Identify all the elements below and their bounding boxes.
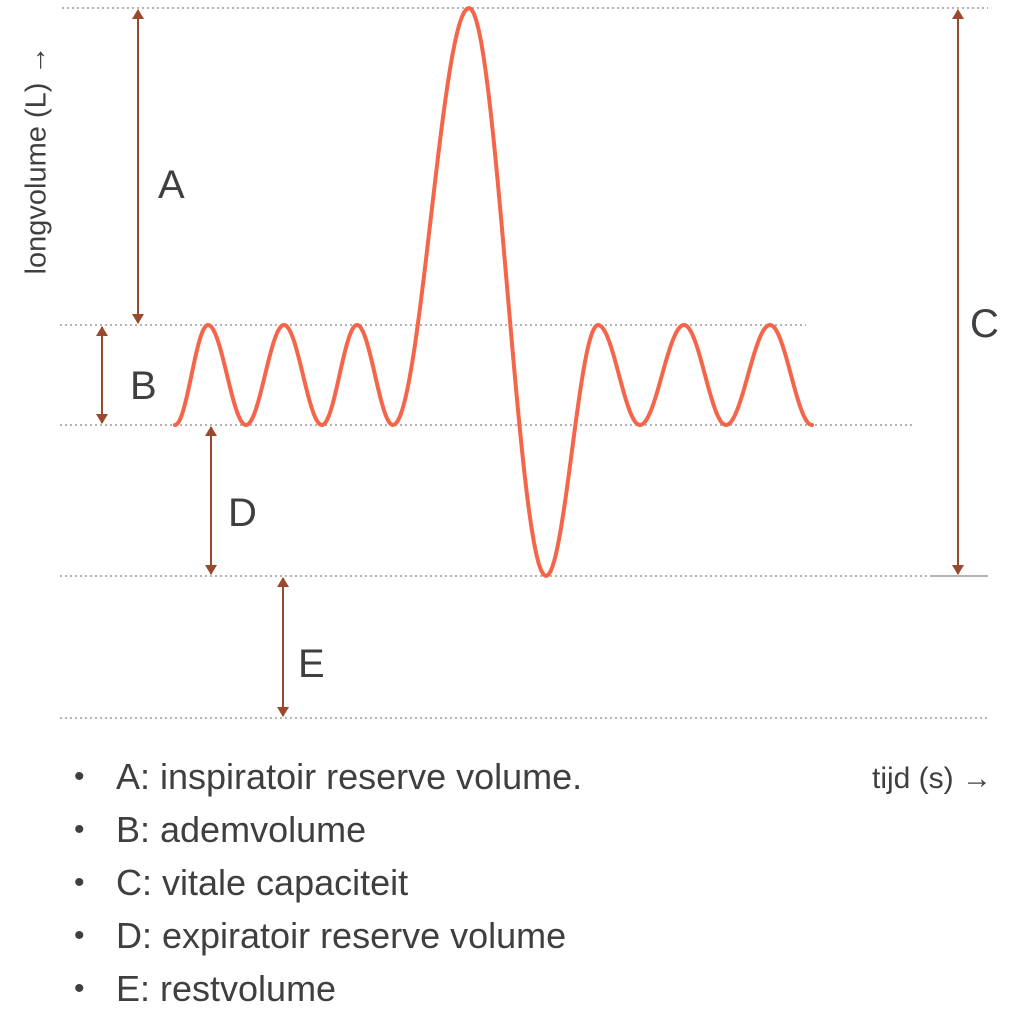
label-b: B: [130, 364, 157, 408]
legend-item: • D: expiratoir reserve volume: [70, 909, 582, 962]
bullet-icon: •: [74, 866, 85, 899]
bullet-icon: •: [74, 813, 85, 846]
bullet-icon: •: [74, 760, 85, 793]
legend-item-label: C: vitale capaciteit: [116, 862, 409, 903]
legend-item-label: D: expiratoir reserve volume: [116, 915, 567, 956]
spirogram-diagram: A B C D E: [60, 6, 999, 719]
lung-volume-curve: [173, 6, 814, 578]
label-a: A: [158, 163, 185, 207]
legend-item-label: B: ademvolume: [116, 809, 367, 850]
legend-item: • C: vitale capaciteit: [70, 856, 582, 909]
bullet-icon: •: [74, 919, 85, 952]
legend-item-label: E: restvolume: [116, 968, 337, 1009]
label-c: C: [970, 302, 999, 346]
legend-item: • A: inspiratoir reserve volume.: [70, 750, 582, 803]
label-d: D: [228, 491, 257, 535]
legend-item: • E: restvolume: [70, 962, 582, 1015]
legend-item-label: A: inspiratoir reserve volume.: [116, 756, 583, 797]
x-axis-label: tijd (s) →: [872, 762, 992, 795]
label-e: E: [298, 642, 325, 686]
y-axis-label: longvolume (L) →: [20, 45, 53, 275]
legend-item: • B: ademvolume: [70, 803, 582, 856]
bullet-icon: •: [74, 972, 85, 1005]
legend-list: • A: inspiratoir reserve volume. • B: ad…: [70, 750, 582, 1015]
